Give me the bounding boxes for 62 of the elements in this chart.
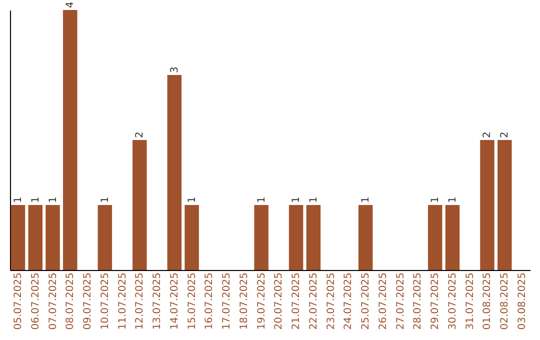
x-tick-label: 22.07.2025 xyxy=(308,272,320,330)
x-tick-label: 03.08.2025 xyxy=(517,272,528,330)
data-label: 1 xyxy=(48,196,59,203)
data-label: 2 xyxy=(500,132,511,138)
x-tick-label: 26.07.2025 xyxy=(378,272,389,330)
x-tick-label: 11.07.2025 xyxy=(117,272,128,330)
x-tick-label: 31.07.2025 xyxy=(464,272,476,330)
x-tick-label: 29.07.2025 xyxy=(430,272,442,330)
x-tick-label: 25.07.2025 xyxy=(360,272,372,330)
data-label: 1 xyxy=(308,196,320,203)
data-label: 1 xyxy=(447,196,458,203)
data-label: 1 xyxy=(30,196,42,203)
data-label: 1 xyxy=(291,196,302,203)
bar xyxy=(254,205,268,270)
x-tick-label: 13.07.2025 xyxy=(152,272,164,330)
data-label: 1 xyxy=(256,196,268,203)
bar xyxy=(445,205,460,270)
x-tick-label: 05.07.2025 xyxy=(12,272,24,330)
x-tick-label: 19.07.2025 xyxy=(256,272,268,330)
data-label: 3 xyxy=(169,66,180,73)
bar xyxy=(46,205,60,270)
x-tick-label: 18.07.2025 xyxy=(238,272,250,330)
data-label: 4 xyxy=(65,2,76,8)
x-tick-label: 12.07.2025 xyxy=(134,272,146,330)
x-tick-label: 15.07.2025 xyxy=(186,272,198,330)
x-tick-label: 09.07.2025 xyxy=(82,272,94,330)
x-tick-label: 23.07.2025 xyxy=(326,272,337,330)
x-tick-label: 01.08.2025 xyxy=(482,272,494,330)
data-label: 2 xyxy=(482,132,494,138)
x-tick-label: 07.07.2025 xyxy=(48,272,59,330)
data-label: 1 xyxy=(186,196,198,203)
data-label: 1 xyxy=(430,196,442,203)
x-tick-label: 20.07.2025 xyxy=(274,272,285,330)
x-tick-label: 14.07.2025 xyxy=(169,272,180,330)
x-tick-label: 16.07.2025 xyxy=(204,272,216,330)
bar xyxy=(480,140,494,270)
x-tick-label: 21.07.2025 xyxy=(291,272,302,330)
x-tick-label: 08.07.2025 xyxy=(65,272,76,330)
x-tick-label: 06.07.2025 xyxy=(30,272,42,330)
x-tick-label: 27.07.2025 xyxy=(395,272,406,330)
bar xyxy=(98,205,112,270)
x-tick-label: 02.08.2025 xyxy=(500,272,511,330)
bar xyxy=(498,140,512,270)
bar xyxy=(167,75,182,270)
bar xyxy=(358,205,373,270)
bar xyxy=(63,10,78,270)
x-tick-label: 17.07.2025 xyxy=(222,272,233,330)
x-tick-label: 30.07.2025 xyxy=(447,272,458,330)
x-tick-label: 24.07.2025 xyxy=(343,272,354,330)
x-tick-label: 28.07.2025 xyxy=(412,272,424,330)
data-label: 1 xyxy=(12,196,24,203)
data-label: 2 xyxy=(134,132,146,138)
data-label: 1 xyxy=(360,196,372,203)
bar xyxy=(288,205,304,270)
bar xyxy=(306,205,321,270)
x-tick-label: 10.07.2025 xyxy=(100,272,111,330)
bar xyxy=(184,205,199,270)
bar xyxy=(10,205,26,270)
bar xyxy=(28,205,42,270)
data-label: 1 xyxy=(100,196,111,203)
bar xyxy=(428,205,442,270)
bar xyxy=(132,140,147,270)
